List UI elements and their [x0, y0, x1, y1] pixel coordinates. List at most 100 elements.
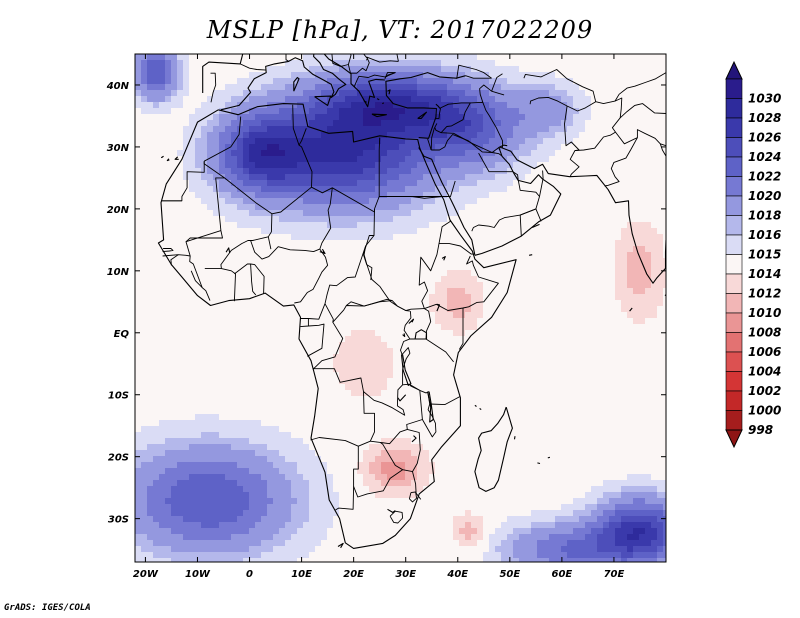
field-cell [201, 282, 208, 289]
field-cell [663, 300, 666, 307]
field-cell [273, 342, 280, 349]
field-cell [333, 174, 340, 181]
field-cell [153, 114, 160, 121]
field-cell [141, 264, 148, 271]
field-cell [483, 138, 490, 145]
field-cell [393, 198, 400, 205]
field-cell [327, 312, 334, 319]
field-cell [165, 246, 172, 253]
field-cell [603, 360, 610, 367]
field-cell [285, 192, 292, 199]
field-cell [657, 168, 664, 175]
field-cell [417, 144, 424, 151]
field-cell [381, 216, 388, 223]
field-cell [513, 198, 520, 205]
field-cell [267, 168, 274, 175]
field-cell [411, 276, 418, 283]
field-cell [189, 216, 196, 223]
field-cell [657, 216, 664, 223]
field-cell [225, 126, 232, 133]
field-cell [393, 348, 400, 355]
field-cell [375, 312, 382, 319]
field-cell [297, 162, 304, 169]
field-cell [387, 186, 394, 193]
field-cell [213, 300, 220, 307]
field-cell [381, 72, 388, 79]
field-cell [249, 324, 256, 331]
field-cell [249, 354, 256, 361]
field-cell [441, 372, 448, 379]
field-cell [561, 138, 568, 145]
field-cell [423, 120, 430, 127]
field-cell [345, 264, 352, 271]
field-cell [387, 384, 394, 391]
field-cell [363, 246, 370, 253]
field-cell [471, 120, 478, 127]
field-cell [435, 342, 442, 349]
field-cell [561, 264, 568, 271]
field-cell [219, 240, 226, 247]
field-cell [549, 72, 556, 79]
field-cell [471, 72, 478, 79]
field-cell [417, 54, 424, 61]
field-cell [609, 180, 616, 187]
field-cell [309, 54, 316, 61]
field-cell [171, 120, 178, 127]
field-cell [225, 306, 232, 313]
field-cell [591, 66, 598, 73]
field-cell [591, 186, 598, 193]
field-cell [183, 78, 190, 85]
field-cell [255, 228, 262, 235]
field-cell [657, 354, 664, 361]
field-cell [189, 390, 196, 397]
field-cell [621, 354, 628, 361]
field-cell [549, 168, 556, 175]
field-cell [561, 312, 568, 319]
field-cell [411, 168, 418, 175]
field-cell [249, 150, 256, 157]
field-cell [177, 60, 184, 67]
field-cell [147, 204, 154, 211]
field-cell [345, 192, 352, 199]
field-cell [525, 204, 532, 211]
field-cell [267, 198, 274, 205]
field-cell [195, 234, 202, 241]
field-cell [135, 246, 142, 253]
field-cell [303, 318, 310, 325]
field-cell [249, 258, 256, 265]
field-cell [633, 162, 640, 169]
field-cell [189, 168, 196, 175]
field-cell [315, 72, 322, 79]
field-cell [525, 360, 532, 367]
field-cell [579, 360, 586, 367]
field-cell [645, 228, 652, 235]
field-cell [195, 66, 202, 73]
field-cell [651, 54, 658, 61]
field-cell [189, 300, 196, 307]
pressure-field [135, 54, 666, 562]
field-cell [609, 276, 616, 283]
field-cell [279, 102, 286, 109]
field-cell [315, 282, 322, 289]
field-cell [507, 126, 514, 133]
field-cell [663, 102, 666, 109]
field-cell [363, 198, 370, 205]
field-cell [645, 300, 652, 307]
field-cell [297, 126, 304, 133]
field-cell [273, 348, 280, 355]
field-cell [225, 282, 232, 289]
field-cell [603, 264, 610, 271]
field-cell [411, 258, 418, 265]
field-cell [579, 66, 586, 73]
field-cell [423, 108, 430, 115]
field-cell [645, 144, 652, 151]
field-cell [165, 180, 172, 187]
field-cell [621, 72, 628, 79]
field-cell [537, 228, 544, 235]
field-cell [459, 336, 466, 343]
field-cell [507, 372, 514, 379]
field-cell [189, 294, 196, 301]
field-cell [519, 318, 526, 325]
field-cell [321, 294, 328, 301]
field-cell [591, 144, 598, 151]
